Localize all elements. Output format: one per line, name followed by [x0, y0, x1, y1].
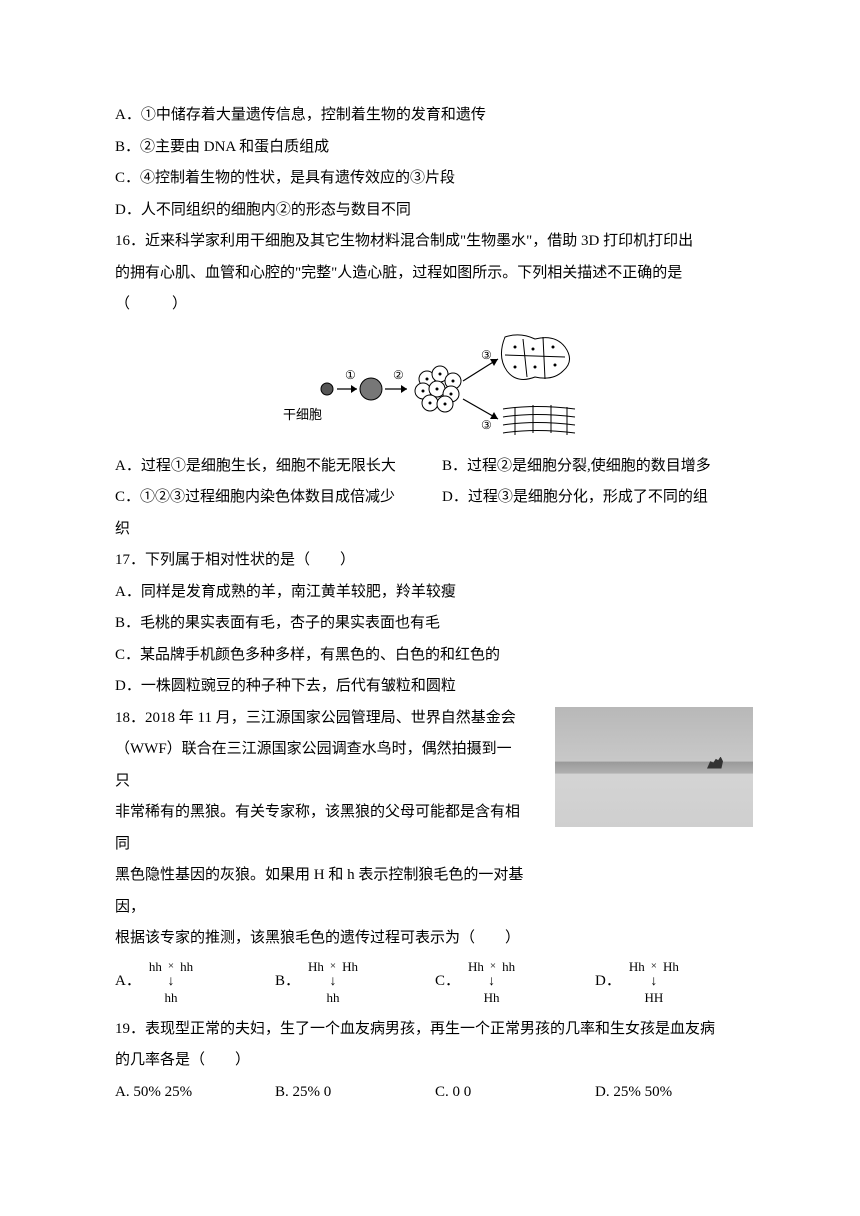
- q18-container: 18．2018 年 11 月，三江源国家公园管理局、世界自然基金会 （WWF）联…: [115, 703, 745, 955]
- cross-a-f: hh: [164, 990, 177, 1006]
- cross-c-p2: hh: [502, 959, 515, 975]
- q19-opt-c: C. 0 0: [435, 1077, 585, 1109]
- prev-opt-b: B．②主要由 DNA 和蛋白质组成: [115, 132, 745, 164]
- q17-stem-text: 下列属于相对性状的是（ ）: [145, 552, 355, 568]
- q19-opt-b: B. 25% 0: [275, 1077, 425, 1109]
- cross-d-p1: Hh: [629, 959, 645, 975]
- q19-number: 19．: [115, 1021, 145, 1037]
- q18-line4: 黑色隐性基因的灰狼。如果用 H 和 h 表示控制狼毛色的一对基因，: [115, 860, 525, 923]
- cross-c-f: Hh: [484, 990, 500, 1006]
- cross-d-label: D．: [595, 966, 621, 998]
- cross-x-icon: ×: [168, 960, 174, 973]
- q17-opt-c: C．某品牌手机颜色多种多样，有黑色的、白色的和红色的: [115, 640, 745, 672]
- cross-b-label: B．: [275, 966, 300, 998]
- q16-stem-line3: （ ）: [115, 289, 745, 321]
- q16-stem-line2: 的拥有心肌、血管和心腔的"完整"人造心脏，过程如图所示。下列相关描述不正确的是: [115, 258, 745, 290]
- q16-opt-a: A．过程①是细胞生长，细胞不能无限长大: [115, 451, 418, 483]
- cross-b-p1: Hh: [308, 959, 324, 975]
- cross-c-label: C．: [435, 966, 460, 998]
- q19-opt-d: D. 25% 50%: [595, 1077, 745, 1109]
- prev-opt-c: C．④控制着生物的性状，是具有遗传效应的③片段: [115, 163, 745, 195]
- q16-opt-b: B．过程②是细胞分裂,使细胞的数目增多: [442, 451, 745, 483]
- q18-text1: 2018 年 11 月，三江源国家公园管理局、世界自然基金会: [145, 710, 516, 726]
- cross-d-f: HH: [644, 990, 663, 1006]
- down-arrow-icon: ↓: [330, 975, 337, 989]
- q19-line1: 19．表现型正常的夫妇，生了一个血友病男孩，再生一个正常男孩的几率和生女孩是血友…: [115, 1014, 745, 1046]
- q18-photo: [555, 707, 753, 827]
- q18-cross-d: D． Hh × Hh ↓ HH: [595, 959, 745, 1006]
- q18-cross-c: C． Hh × hh ↓ Hh: [435, 959, 585, 1006]
- q18-line3: 非常稀有的黑狼。有关专家称，该黑狼的父母可能都是含有相同: [115, 797, 525, 860]
- arrow-3a-label: ③: [481, 348, 492, 362]
- prev-opt-d: D．人不同组织的细胞内②的形态与数目不同: [115, 195, 745, 227]
- q19-opt-a: A. 50% 25%: [115, 1077, 265, 1109]
- down-arrow-icon: ↓: [488, 975, 495, 989]
- arrow-1-label: ①: [345, 368, 356, 382]
- q18-line5: 根据该专家的推测，该黑狼毛色的遗传过程可表示为（ ）: [115, 923, 745, 955]
- q16-diagram-label: 干细胞: [283, 401, 322, 428]
- q18-line2: （WWF）联合在三江源国家公园调查水鸟时，偶然拍摄到一只: [115, 734, 525, 797]
- q17-opt-a: A．同样是发育成熟的羊，南江黄羊较肥，羚羊较瘦: [115, 577, 745, 609]
- cross-a-label: A．: [115, 966, 141, 998]
- cross-a-p1: hh: [149, 959, 162, 975]
- q16-opt-c: C．①②③过程细胞内染色体数目成倍减少: [115, 482, 418, 514]
- wolf-shape: [707, 757, 723, 769]
- q17-stem: 17．下列属于相对性状的是（ ）: [115, 545, 745, 577]
- q16-opt-d-cont: 织: [115, 514, 745, 546]
- q16-stem-text1: 近来科学家利用干细胞及其它生物材料混合制成"生物墨水"，借助 3D 打印机打印出: [145, 233, 693, 249]
- arrow-3b-label: ③: [481, 418, 492, 432]
- down-arrow-icon: ↓: [167, 975, 174, 989]
- cross-x-icon: ×: [651, 960, 657, 973]
- prev-opt-a: A．①中储存着大量遗传信息，控制着生物的发育和遗传: [115, 100, 745, 132]
- q18-crosses: A． hh × hh ↓ hh B． Hh × Hh ↓ hh C． Hh × hh ↓ H…: [115, 959, 745, 1006]
- q18-cross-a: A． hh × hh ↓ hh: [115, 959, 265, 1006]
- cross-x-icon: ×: [330, 960, 336, 973]
- q17-number: 17．: [115, 552, 145, 568]
- q18-cross-b: B． Hh × Hh ↓ hh: [275, 959, 425, 1006]
- q17-opt-d: D．一株圆粒豌豆的种子种下去，后代有皱粒和圆粒: [115, 671, 745, 703]
- cross-x-icon: ×: [490, 960, 496, 973]
- q16-opt-d: D．过程③是细胞分化，形成了不同的组: [442, 482, 745, 514]
- q17-opt-b: B．毛桃的果实表面有毛，杏子的果实表面也有毛: [115, 608, 745, 640]
- q16-stem-line1: 16．近来科学家利用干细胞及其它生物材料混合制成"生物墨水"，借助 3D 打印机…: [115, 226, 745, 258]
- q18-line1: 18．2018 年 11 月，三江源国家公园管理局、世界自然基金会: [115, 703, 525, 735]
- arrow-2-label: ②: [393, 368, 404, 382]
- q16-options-row2: C．①②③过程细胞内染色体数目成倍减少 D．过程③是细胞分化，形成了不同的组: [115, 482, 745, 514]
- q16-options-row1: A．过程①是细胞生长，细胞不能无限长大 B．过程②是细胞分裂,使细胞的数目增多: [115, 451, 745, 483]
- down-arrow-icon: ↓: [650, 975, 657, 989]
- cross-c-p1: Hh: [468, 959, 484, 975]
- cross-a-p2: hh: [180, 959, 193, 975]
- q16-number: 16．: [115, 233, 145, 249]
- cross-b-f: hh: [327, 990, 340, 1006]
- q18-number: 18．: [115, 710, 145, 726]
- q19-options: A. 50% 25% B. 25% 0 C. 0 0 D. 25% 50%: [115, 1077, 745, 1109]
- q19-line2: 的几率各是（ ）: [115, 1045, 745, 1077]
- q16-diagram: ① ② ③ ③: [115, 329, 745, 439]
- cross-d-p2: Hh: [663, 959, 679, 975]
- q19-text1: 表现型正常的夫妇，生了一个血友病男孩，再生一个正常男孩的几率和生女孩是血友病: [145, 1021, 715, 1037]
- cross-b-p2: Hh: [342, 959, 358, 975]
